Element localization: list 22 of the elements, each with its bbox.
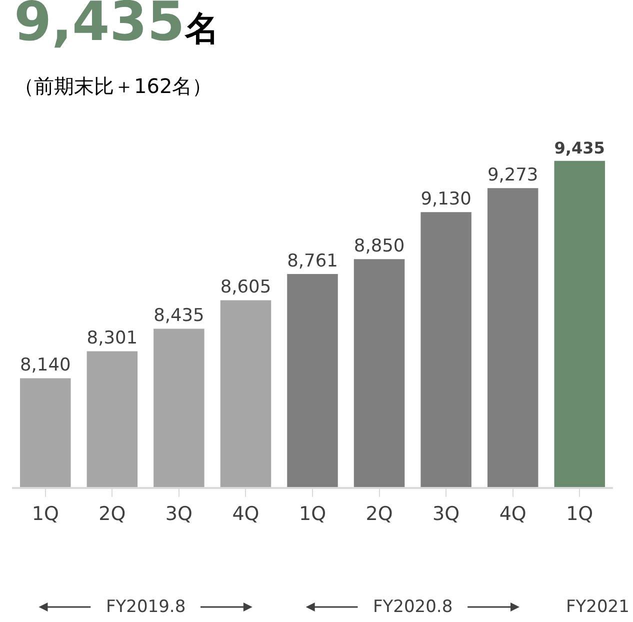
x-tick-label: 1Q [298,502,326,525]
x-tick-label: 3Q [432,502,460,525]
x-tick-label: 2Q [366,502,393,525]
x-tick-label: 4Q [499,502,526,525]
x-tick-label: 2Q [98,502,126,525]
data-label: 8,301 [86,328,138,349]
data-label: 8,605 [220,278,272,298]
chart-subtitle: （前期末比＋162名） [14,74,212,98]
x-tick-label: 1Q [32,502,59,525]
x-tick-label: 1Q [566,502,594,525]
x-tick-label: 3Q [165,502,192,525]
data-label: 8,761 [287,251,338,272]
annotation: FY2019.8 [106,597,186,617]
data-label: 9,130 [420,189,472,210]
annotation: FY2021 [566,597,630,617]
annotation: FY2020.8 [373,597,453,617]
data-label: 8,140 [20,356,71,376]
x-tick-label: 4Q [232,502,260,525]
data-label: 9,273 [487,165,538,186]
data-label: 9,435 [554,138,605,158]
data-label: 8,850 [354,236,405,256]
data-label: 8,435 [154,306,204,326]
